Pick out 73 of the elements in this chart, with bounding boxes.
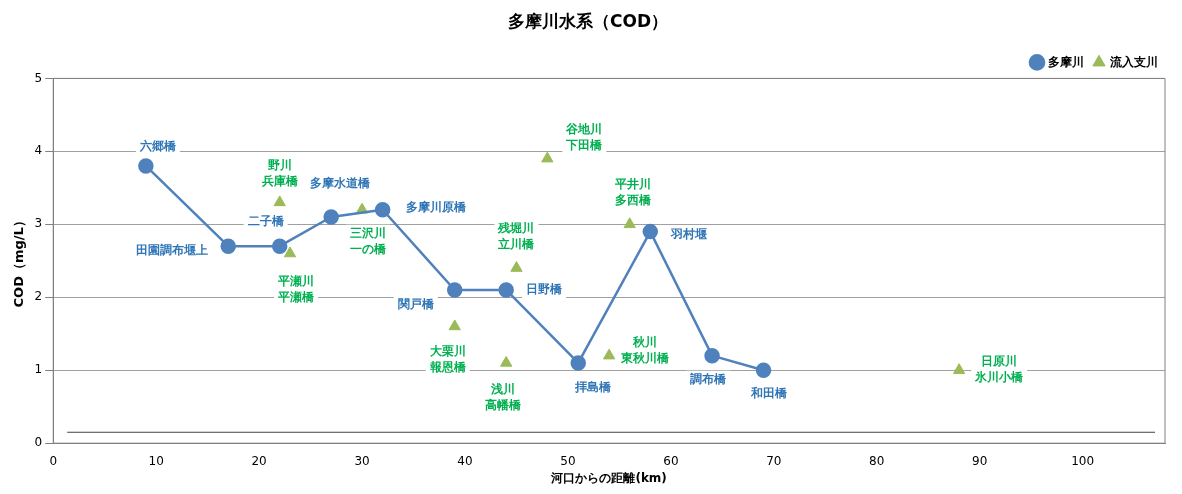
x-tick-label: 30 xyxy=(354,453,370,468)
annotation: 日野橋 xyxy=(526,282,564,297)
annotation: 秋川 xyxy=(632,334,658,349)
annotation: 立川橋 xyxy=(497,237,536,252)
x-axis-title: 河口からの距離(km) xyxy=(550,470,667,485)
point xyxy=(498,282,514,298)
point xyxy=(374,201,391,218)
point xyxy=(570,355,586,371)
annotation: 多摩水道橋 xyxy=(310,176,372,191)
y-axis-title: COD（mg/L） xyxy=(11,214,27,308)
annotation: 羽村堰 xyxy=(670,226,708,241)
x-tick-label: 100 xyxy=(1071,453,1095,468)
x-tick-label: 90 xyxy=(972,453,988,468)
annotation: 大栗川 xyxy=(429,343,466,358)
point xyxy=(952,363,966,374)
legend-label: 流入支川 xyxy=(1109,54,1158,69)
point xyxy=(755,362,772,378)
annotation: 平井川 xyxy=(613,177,651,192)
annotation: 六郷橋 xyxy=(138,139,177,154)
annotation: 残堀川 xyxy=(497,221,535,236)
point xyxy=(704,347,720,364)
annotation: 関戸橋 xyxy=(397,297,435,312)
point xyxy=(642,223,659,240)
point xyxy=(500,355,513,367)
point xyxy=(271,238,288,254)
annotation: 調布橋 xyxy=(689,371,728,386)
x-tick-label: 70 xyxy=(766,453,782,468)
annotation: 下田橋 xyxy=(565,137,604,152)
annotation: 多西橋 xyxy=(614,193,652,208)
point xyxy=(323,209,339,225)
point xyxy=(510,261,523,272)
x-tick-label: 80 xyxy=(869,453,885,468)
y-tick-label: 3 xyxy=(34,216,43,231)
x-tick-label: 40 xyxy=(457,453,473,468)
point xyxy=(602,348,616,360)
annotation: 日原川 xyxy=(981,354,1018,369)
annotation: 浅川 xyxy=(490,382,516,397)
annotation: 報恩橋 xyxy=(428,359,467,374)
annotation: 平瀬川 xyxy=(277,273,314,288)
y-tick-label: 2 xyxy=(34,289,43,304)
point xyxy=(138,158,154,174)
x-tick-label: 60 xyxy=(663,453,679,468)
point xyxy=(283,246,297,258)
annotation: 和田橋 xyxy=(749,386,788,401)
point xyxy=(541,151,554,163)
annotation: 野川 xyxy=(267,157,292,172)
point xyxy=(273,195,286,207)
y-tick-label: 0 xyxy=(34,435,43,450)
point xyxy=(623,217,636,229)
annotation: 高幡橋 xyxy=(485,398,523,413)
annotation: 多摩川原橋 xyxy=(405,199,467,214)
y-tick-label: 4 xyxy=(34,143,43,158)
annotation: 兵庫橋 xyxy=(260,173,299,188)
point xyxy=(446,282,463,298)
annotation: 東秋川橋 xyxy=(620,350,671,365)
annotation: 氷川小橋 xyxy=(974,370,1025,385)
x-tick-label: 10 xyxy=(148,453,164,468)
x-tick-label: 20 xyxy=(251,453,267,468)
y-tick-label: 1 xyxy=(34,362,43,377)
point xyxy=(448,319,461,331)
annotation: 拝島橋 xyxy=(574,380,613,395)
annotation: 田園調布堰上 xyxy=(136,243,209,258)
x-tick-label: 0 xyxy=(49,453,58,468)
annotation: 一の橋 xyxy=(350,241,388,256)
x-tick-label: 50 xyxy=(560,453,576,468)
chart-title: 多摩川水系（COD） xyxy=(507,10,669,31)
point xyxy=(220,238,236,254)
annotation: 平瀬橋 xyxy=(277,289,315,304)
annotation: 谷地川 xyxy=(565,121,603,136)
legend-label: 多摩川 xyxy=(1048,54,1084,69)
annotation: 二子橋 xyxy=(247,214,285,229)
annotation: 三沢川 xyxy=(350,225,387,240)
y-tick-label: 5 xyxy=(34,70,43,85)
